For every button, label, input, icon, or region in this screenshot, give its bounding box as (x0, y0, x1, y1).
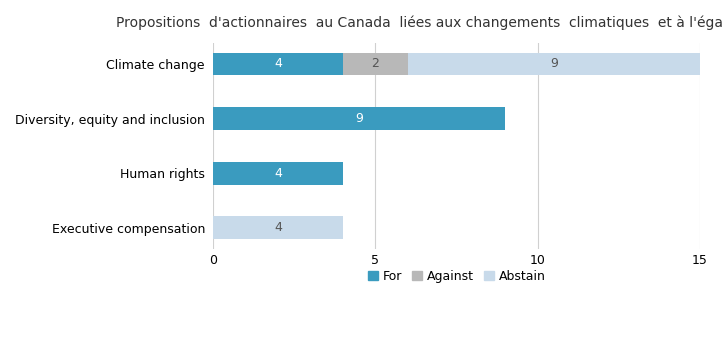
Text: 4: 4 (274, 167, 282, 180)
Bar (213, 52, 343, 75)
Text: 4: 4 (274, 58, 282, 70)
Bar (213, 162, 343, 185)
Text: 9: 9 (355, 112, 363, 125)
Bar (408, 52, 700, 75)
Text: 9: 9 (550, 58, 558, 70)
Bar (213, 216, 343, 239)
Text: 2: 2 (372, 58, 380, 70)
Legend: For, Against, Abstain: For, Against, Abstain (362, 265, 551, 288)
Bar (213, 107, 505, 130)
Text: 4: 4 (274, 221, 282, 234)
Bar (343, 52, 408, 75)
Title: Propositions  d'actionnaires  au Canada  liées aux changements  climatiques  et : Propositions d'actionnaires au Canada li… (116, 15, 723, 29)
